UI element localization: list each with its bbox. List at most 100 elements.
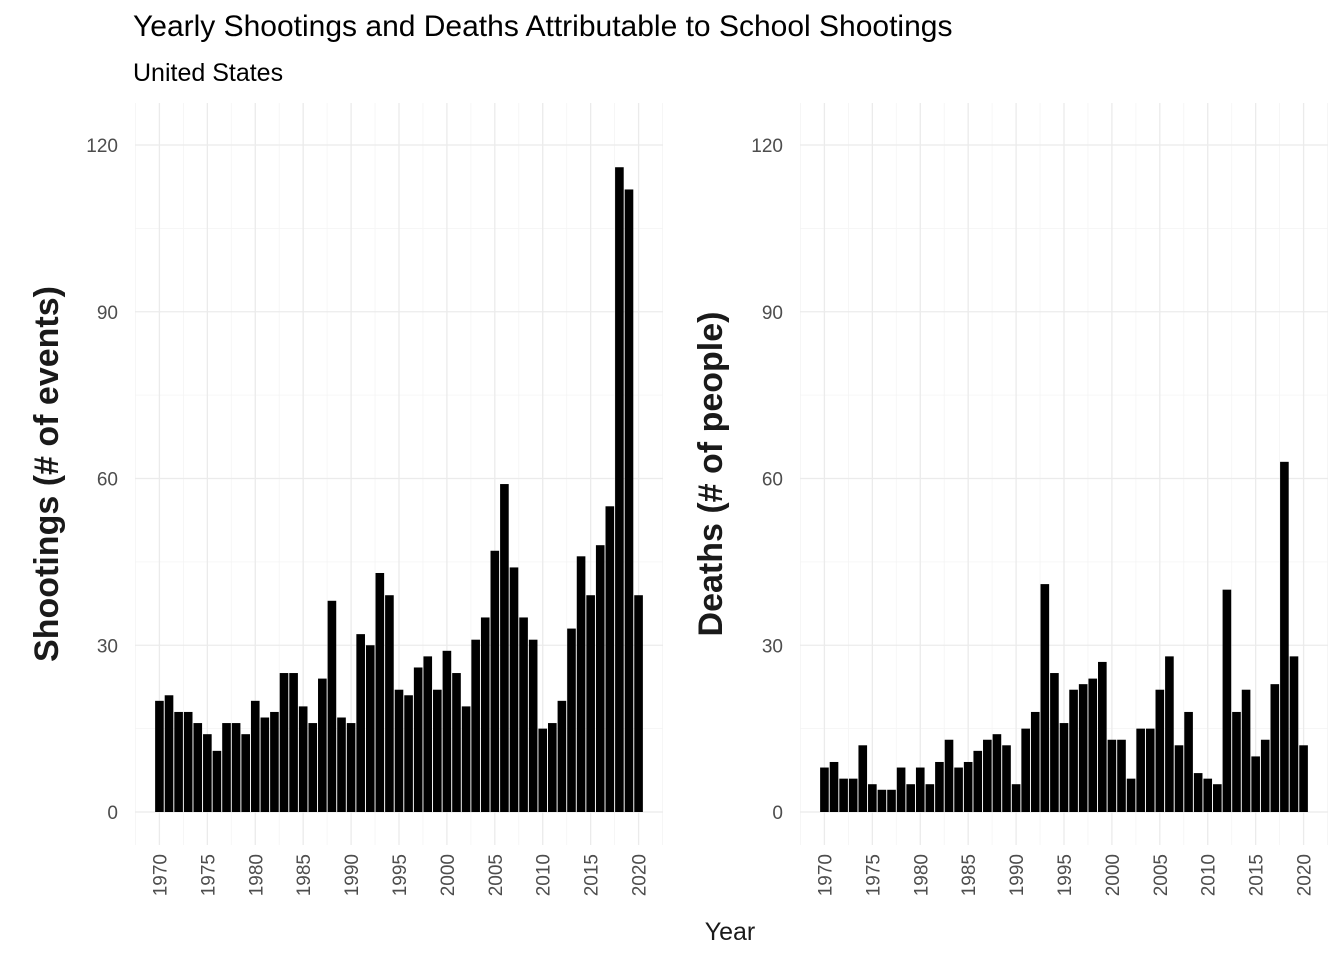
x-tick-label: 1985 <box>959 854 980 896</box>
deaths-bar-1997 <box>1078 684 1088 812</box>
shootings-bar-1993 <box>375 572 385 812</box>
shootings-bar-1970 <box>155 700 164 812</box>
x-tick-label: 1990 <box>342 854 363 896</box>
shootings-bar-1973 <box>183 711 193 812</box>
shootings-bar-1990 <box>346 723 356 812</box>
shootings-bar-1982 <box>270 711 279 812</box>
shootings-bar-1977 <box>222 723 231 812</box>
y-tick-label: 90 <box>97 303 118 324</box>
deaths-bar-1989 <box>1002 745 1011 812</box>
shootings-bar-1998 <box>423 656 433 812</box>
deaths-bar-1973 <box>848 778 858 812</box>
shootings-bar-2008 <box>519 617 528 812</box>
x-tick-label: 2015 <box>582 854 603 896</box>
deaths-bar-1993 <box>1040 584 1050 812</box>
shootings-bar-2011 <box>548 723 557 812</box>
x-tick-label: 1975 <box>198 854 219 896</box>
deaths-bar-1979 <box>906 784 915 812</box>
deaths-bar-1998 <box>1088 678 1098 812</box>
chart-title: Yearly Shootings and Deaths Attributable… <box>133 10 953 43</box>
x-tick-label: 1980 <box>911 854 932 896</box>
shootings-bar-1979 <box>241 734 250 812</box>
deaths-panel: 0 30 60 90 120 1970 1975 1980 1985 1990 1995 2000 20… <box>692 103 1328 896</box>
shootings-bar-2017 <box>605 506 615 812</box>
deaths-bar-2020 <box>1299 745 1308 812</box>
deaths-bar-2012 <box>1222 589 1232 812</box>
shootings-bar-2019 <box>624 189 634 812</box>
shootings-bar-1996 <box>404 695 413 812</box>
shootings-bar-1997 <box>413 667 423 812</box>
shootings-bar-2020 <box>634 595 643 812</box>
deaths-bar-2004 <box>1145 728 1155 812</box>
x-tick-label: 2010 <box>1199 854 1220 896</box>
x-tick-label: 1975 <box>863 854 884 896</box>
y-tick-label: 0 <box>107 803 118 824</box>
shootings-bar-1985 <box>298 706 308 812</box>
deaths-bar-1991 <box>1021 728 1030 812</box>
deaths-bar-2013 <box>1232 711 1241 812</box>
x-tick-label: 1970 <box>150 854 171 896</box>
shootings-bar-2014 <box>576 556 586 812</box>
shootings-bar-1987 <box>318 678 327 812</box>
x-tick-label: 1980 <box>246 854 267 896</box>
deaths-bar-2017 <box>1270 684 1280 812</box>
x-tick-label: 2020 <box>630 854 651 896</box>
x-tick-label: 1995 <box>390 854 411 896</box>
x-tick-label: 1985 <box>294 854 315 896</box>
shootings-bar-1971 <box>164 695 174 812</box>
deaths-bar-2010 <box>1203 778 1213 812</box>
y-tick-label: 120 <box>86 136 118 157</box>
chart-subtitle: United States <box>133 59 284 87</box>
shootings-bar-1989 <box>337 717 346 812</box>
shootings-bar-2002 <box>461 706 471 812</box>
deaths-bar-1995 <box>1059 723 1069 812</box>
y-tick-label: 30 <box>97 636 118 657</box>
deaths-bar-1994 <box>1050 673 1059 812</box>
deaths-bar-1996 <box>1069 689 1078 812</box>
deaths-bar-1992 <box>1030 711 1040 812</box>
x-tick-label: 1970 <box>815 854 836 896</box>
x-tick-label: 2000 <box>438 854 459 896</box>
shootings-bar-1992 <box>365 645 375 812</box>
deaths-bar-1984 <box>954 767 963 812</box>
x-tick-label: 2020 <box>1295 854 1316 896</box>
shootings-panel: 0 30 60 90 120 1970 1975 1980 1985 1990 1995 2000 20… <box>28 103 663 896</box>
x-tick-label: 2015 <box>1247 854 1268 896</box>
deaths-bar-1977 <box>887 789 896 812</box>
deaths-bar-1980 <box>915 767 925 812</box>
deaths-bar-1987 <box>983 739 992 812</box>
shootings-bar-2012 <box>557 700 567 812</box>
deaths-y-axis-title: Deaths (# of people) <box>692 312 730 637</box>
shootings-bar-2018 <box>615 167 624 812</box>
deaths-bar-2000 <box>1107 739 1117 812</box>
shootings-bar-2010 <box>538 728 548 812</box>
x-tick-label: 2000 <box>1103 854 1124 896</box>
deaths-bar-1990 <box>1011 784 1021 812</box>
shootings-bar-1981 <box>260 717 270 812</box>
shootings-bar-1978 <box>231 723 241 812</box>
shootings-bar-2015 <box>586 595 595 812</box>
x-tick-label: 2005 <box>486 854 507 896</box>
deaths-bar-2003 <box>1136 728 1145 812</box>
shootings-y-axis-title: Shootings (# of events) <box>28 286 66 662</box>
deaths-bar-2007 <box>1174 745 1184 812</box>
shootings-bar-2004 <box>480 617 490 812</box>
shootings-bar-1972 <box>174 711 183 812</box>
deaths-bar-2005 <box>1155 689 1165 812</box>
shootings-bar-2013 <box>567 628 576 812</box>
deaths-bar-2011 <box>1213 784 1222 812</box>
deaths-bar-2015 <box>1251 756 1260 812</box>
shootings-bar-1980 <box>250 700 260 812</box>
shootings-bar-1975 <box>203 734 212 812</box>
deaths-bar-2014 <box>1241 689 1251 812</box>
deaths-bar-1986 <box>973 750 983 812</box>
x-tick-label: 2010 <box>534 854 555 896</box>
x-axis-title: Year <box>705 918 756 946</box>
shootings-bar-1974 <box>193 723 203 812</box>
deaths-bar-1982 <box>935 761 944 812</box>
y-tick-label: 60 <box>97 470 118 491</box>
shootings-bar-1999 <box>433 689 442 812</box>
shootings-bar-1995 <box>394 689 404 812</box>
x-tick-label: 2005 <box>1151 854 1172 896</box>
y-tick-label: 0 <box>772 803 783 824</box>
